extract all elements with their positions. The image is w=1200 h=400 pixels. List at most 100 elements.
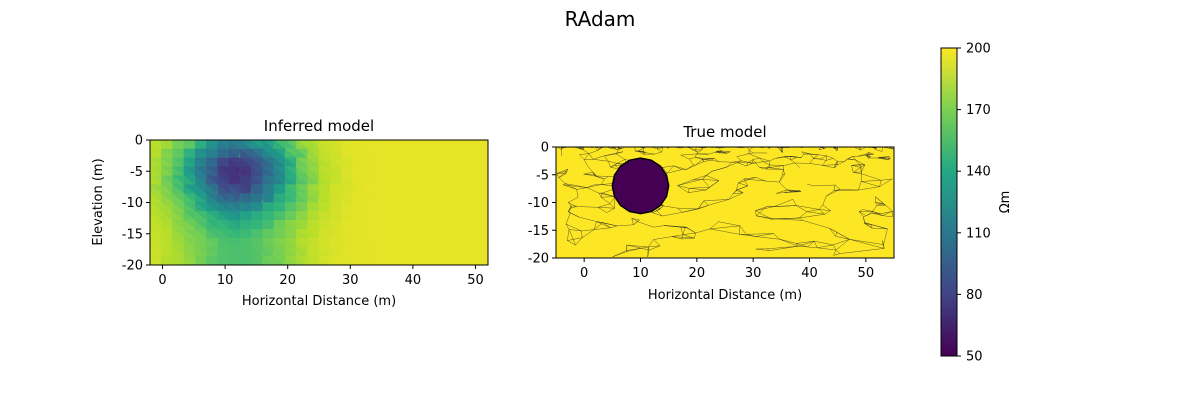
- model-cell: [217, 255, 230, 265]
- mesh-edge: [616, 148, 619, 153]
- mesh-edge: [558, 177, 566, 184]
- mesh-edge: [829, 228, 836, 237]
- mesh-edge: [643, 152, 646, 155]
- mesh-edge: [596, 221, 611, 229]
- mesh-edge: [689, 188, 707, 191]
- mesh-edge: [861, 181, 880, 187]
- mesh-edge: [835, 236, 850, 240]
- mesh-edge: [776, 147, 779, 149]
- mesh-edge: [596, 175, 605, 180]
- mesh-edge: [558, 171, 567, 178]
- mesh-edge: [849, 239, 885, 249]
- mesh-edge: [819, 148, 825, 151]
- mesh-edge: [576, 206, 598, 208]
- mesh-edge: [880, 211, 893, 214]
- mesh-edge: [861, 173, 882, 181]
- mesh-edge: [801, 151, 810, 154]
- mesh-edge: [867, 153, 874, 156]
- mesh-edge: [653, 239, 661, 246]
- model-cell: [183, 255, 195, 265]
- mesh-edge: [755, 210, 757, 216]
- mesh-edge: [736, 153, 749, 157]
- mesh-edge: [748, 152, 753, 154]
- mesh-edge: [769, 160, 771, 166]
- mesh-edge: [689, 186, 710, 189]
- mesh-edge: [813, 184, 836, 187]
- y-tick-label: 0: [541, 141, 549, 156]
- model-cell: [330, 255, 343, 265]
- mesh-edge: [755, 177, 766, 182]
- mesh-edge: [835, 249, 841, 254]
- mesh-edge: [647, 246, 649, 257]
- mesh-edge: [579, 153, 590, 155]
- mesh-edge: [701, 158, 703, 160]
- mesh-edge: [680, 154, 690, 160]
- mesh-edge: [579, 216, 597, 222]
- mesh-edge: [810, 154, 819, 156]
- mesh-edge: [563, 184, 587, 188]
- mesh-edge: [726, 162, 732, 168]
- mesh-edge: [837, 161, 839, 165]
- mesh-edge: [837, 161, 845, 165]
- mesh-edge: [671, 234, 683, 237]
- mesh-edge: [826, 189, 841, 197]
- mesh-edge: [847, 158, 856, 161]
- mesh-edge: [839, 248, 885, 254]
- mesh-edge: [695, 161, 704, 166]
- mesh-edge: [571, 205, 577, 207]
- mesh-edge: [584, 153, 590, 160]
- mesh-edge: [692, 178, 703, 181]
- mesh-edge: [681, 237, 695, 240]
- mesh-edge: [562, 183, 566, 185]
- mesh-edge: [807, 246, 818, 249]
- mesh-edge: [705, 175, 719, 181]
- mesh-edge: [649, 245, 661, 251]
- mesh-edge: [682, 226, 686, 235]
- mesh-edge: [736, 190, 744, 194]
- mesh-edge: [703, 200, 709, 206]
- mesh-edge: [692, 175, 707, 181]
- mesh-edge: [872, 212, 881, 214]
- mesh-edge: [563, 184, 577, 190]
- mesh-edge: [726, 162, 738, 168]
- x-tick-label: 20: [279, 273, 296, 288]
- mesh-edge: [583, 171, 593, 175]
- mesh-edge: [689, 157, 696, 160]
- mesh-edge: [657, 148, 662, 153]
- mesh-edge: [855, 159, 860, 165]
- mesh-edge: [872, 212, 883, 216]
- mesh-edge: [762, 161, 770, 166]
- mesh-edge: [711, 159, 719, 162]
- mesh-edge: [610, 196, 616, 204]
- mesh-edge: [755, 236, 780, 240]
- mesh-edge: [597, 203, 611, 208]
- mesh-edge: [677, 185, 690, 189]
- mesh-edge: [864, 222, 888, 230]
- mesh-edge: [600, 197, 611, 204]
- mesh-edge: [721, 150, 731, 153]
- mesh-edge: [677, 207, 699, 210]
- mesh-edge: [860, 147, 866, 151]
- mesh-edge: [882, 240, 884, 245]
- x-tick-label: 40: [801, 266, 818, 281]
- mesh-edge: [616, 224, 634, 227]
- mesh-edge: [813, 154, 819, 159]
- mesh-edge: [604, 155, 609, 162]
- colorbar-tick-label: 110: [966, 226, 991, 241]
- model-cell: [408, 255, 421, 265]
- mesh-edge: [768, 245, 799, 251]
- mesh-edge: [631, 218, 634, 225]
- colorbar-tick-label: 80: [966, 288, 983, 303]
- mesh-edge: [881, 147, 883, 152]
- mesh-edge: [694, 153, 697, 158]
- mesh-edge: [881, 178, 893, 181]
- mesh-edge: [774, 218, 803, 221]
- mesh-edge: [610, 163, 618, 168]
- mesh-edge: [696, 152, 699, 155]
- y-axis: 0 -5 -10 -15 -20: [528, 141, 556, 267]
- mesh-edge: [556, 168, 569, 174]
- mesh-edge: [600, 192, 603, 198]
- mesh-edge: [833, 158, 838, 162]
- mesh-edge: [616, 151, 624, 155]
- x-tick-label: 0: [158, 273, 166, 288]
